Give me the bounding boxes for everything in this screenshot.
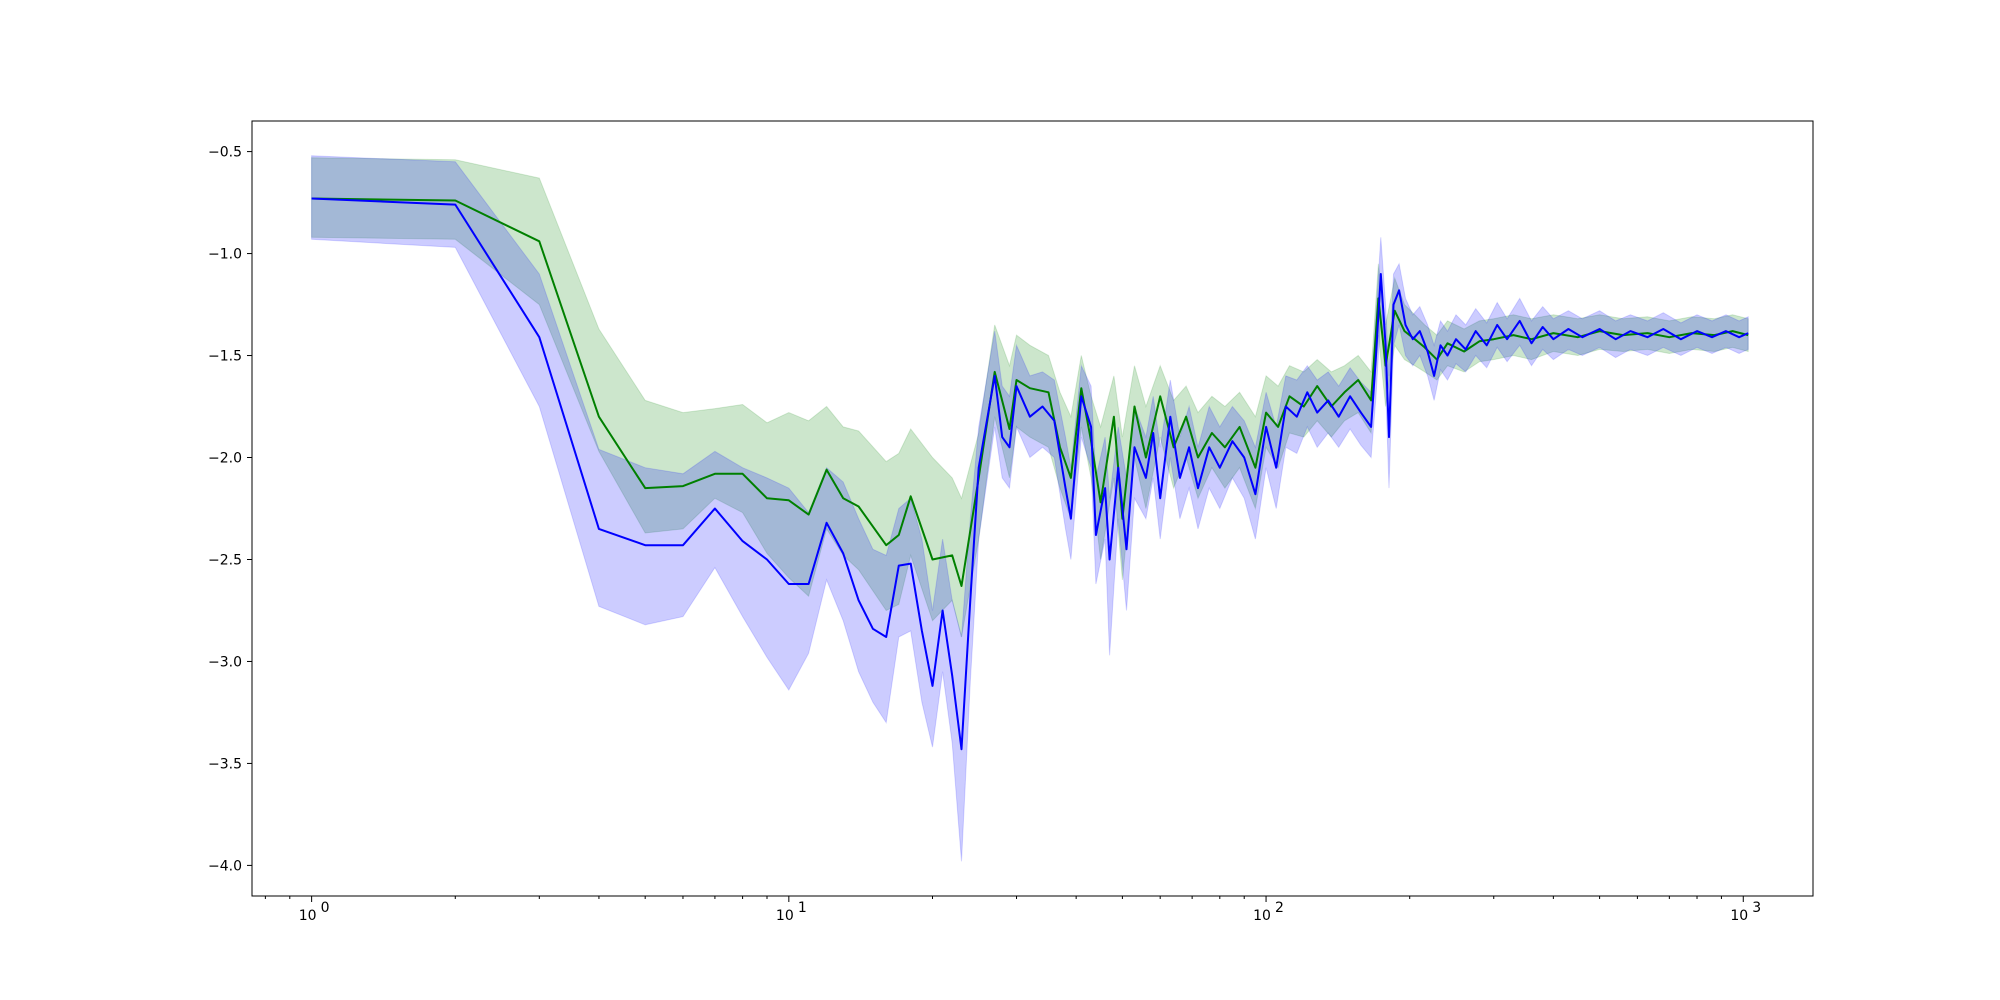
- series-layer: [311, 155, 1749, 862]
- x-tick-label: 10: [1730, 908, 1748, 924]
- series-0-band: [311, 157, 1749, 638]
- y-tick-label: −1.0: [208, 247, 242, 263]
- x-tick-exponent: 1: [798, 900, 807, 916]
- y-tick-label: −3.0: [208, 654, 242, 670]
- x-tick-label: 10: [776, 908, 794, 924]
- x-tick-exponent: 0: [321, 900, 330, 916]
- x-tick-label: 10: [1253, 908, 1271, 924]
- y-tick-label: −1.5: [208, 349, 242, 365]
- x-axis: 10 0 10 1 10 2 10 3: [264, 896, 1761, 924]
- y-tick-label: −2.0: [208, 451, 242, 467]
- x-tick-exponent: 3: [1752, 900, 1761, 916]
- y-tick-label: −2.5: [208, 552, 242, 568]
- x-tick-exponent: 2: [1275, 900, 1284, 916]
- y-tick-label: −4.0: [208, 858, 242, 874]
- series-1-line: [311, 197, 1749, 751]
- y-tick-label: −0.5: [208, 145, 242, 161]
- series-1-band: [311, 155, 1749, 862]
- plot-frame: [251, 120, 1814, 897]
- x-tick-label: 10: [299, 908, 317, 924]
- y-tick-label: −3.5: [208, 756, 242, 772]
- y-axis: −0.5 −1.0 −1.5 −2.0 −2.5 −3.0 −3.5 −4.0: [208, 145, 252, 874]
